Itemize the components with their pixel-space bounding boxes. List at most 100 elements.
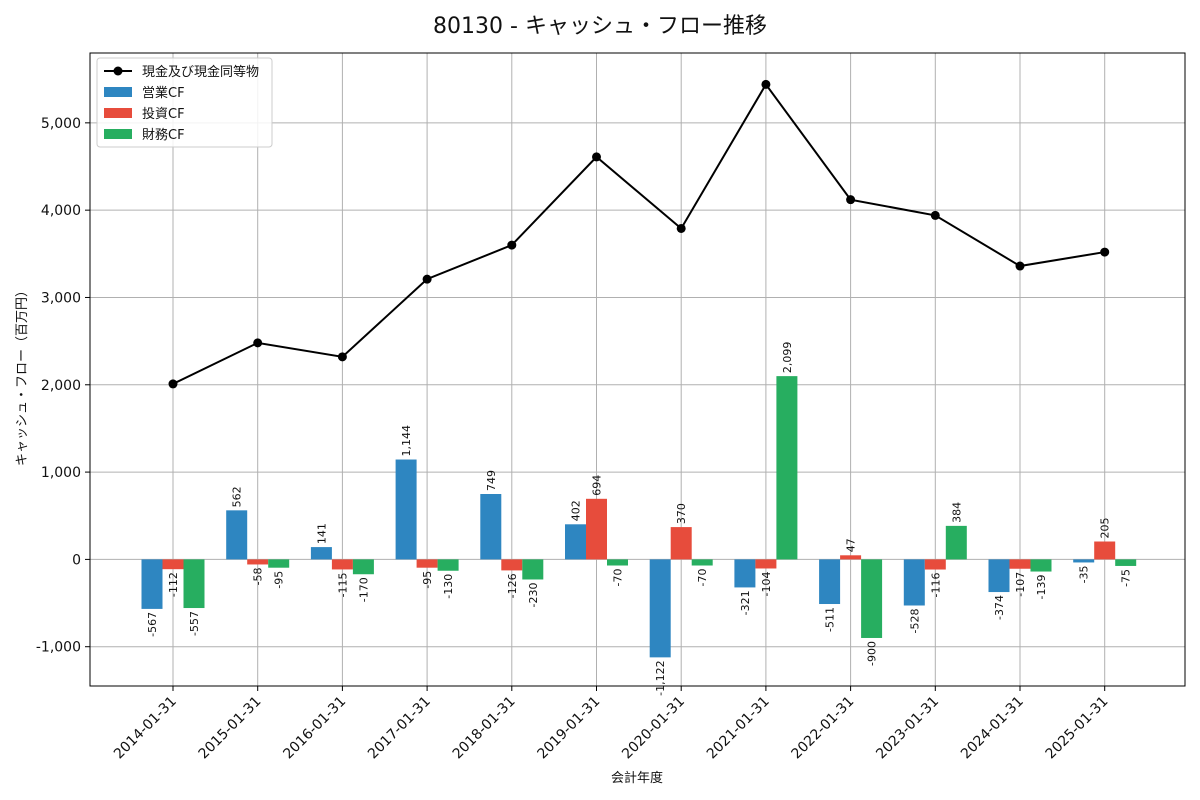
grid-layer bbox=[90, 53, 1185, 686]
bar-財務CF-2025-01-31 bbox=[1115, 559, 1137, 566]
x-tick-label: 2015-01-31 bbox=[196, 694, 265, 763]
x-tick-label: 2014-01-31 bbox=[111, 694, 180, 763]
bar-投資CF-2023-01-31 bbox=[924, 559, 946, 570]
cash-point-2018-01-31 bbox=[507, 240, 517, 250]
plot-frame bbox=[89, 52, 1186, 687]
cash-point-2025-01-31 bbox=[1100, 247, 1110, 257]
bar-value-label: 384 bbox=[950, 502, 963, 523]
bar-value-label: -900 bbox=[866, 641, 879, 666]
x-tick-label: 2020-01-31 bbox=[619, 694, 688, 763]
x-tick-label: 2021-01-31 bbox=[704, 694, 773, 763]
bar-投資CF-2021-01-31 bbox=[755, 559, 777, 569]
y-axis-label: キャッシュ・フロー（百万円） bbox=[15, 284, 30, 466]
bar-財務CF-2015-01-31 bbox=[268, 559, 290, 568]
y-tick-label: 4,000 bbox=[41, 203, 81, 219]
legend-box bbox=[96, 57, 273, 148]
y-tick-label: -1,000 bbox=[36, 640, 81, 656]
bar-value-label: -130 bbox=[442, 574, 455, 599]
bar-value-label: -321 bbox=[739, 590, 752, 615]
bar-営業CF-2015-01-31 bbox=[226, 510, 248, 560]
bar-営業CF-2016-01-31 bbox=[310, 547, 332, 560]
cash-line-layer bbox=[168, 79, 1110, 389]
legend-label: 財務CF bbox=[142, 128, 185, 143]
bar-value-label: -374 bbox=[993, 595, 1006, 620]
x-tick-label: 2023-01-31 bbox=[873, 694, 942, 763]
bar-value-label: -139 bbox=[1035, 575, 1048, 600]
bar-value-label: -1,122 bbox=[654, 660, 667, 695]
bar-value-label: 47 bbox=[845, 538, 858, 552]
legend-label: 現金及び現金同等物 bbox=[142, 64, 259, 80]
bar-営業CF-2014-01-31 bbox=[141, 559, 163, 609]
bar-投資CF-2014-01-31 bbox=[162, 559, 184, 570]
bar-value-label: 2,099 bbox=[781, 342, 794, 374]
bar-投資CF-2024-01-31 bbox=[1009, 559, 1031, 569]
cash-point-2020-01-31 bbox=[676, 223, 686, 233]
bar-財務CF-2023-01-31 bbox=[945, 525, 967, 560]
cash-point-2021-01-31 bbox=[761, 79, 771, 89]
bar-投資CF-2016-01-31 bbox=[331, 559, 353, 570]
bar-value-label: 402 bbox=[570, 500, 583, 521]
bar-投資CF-2015-01-31 bbox=[247, 559, 269, 565]
bar-財務CF-2022-01-31 bbox=[861, 559, 883, 638]
legend-bar-swatch bbox=[104, 87, 132, 97]
bar-value-label: -170 bbox=[357, 577, 370, 602]
bar-value-label: -35 bbox=[1078, 565, 1091, 583]
x-tick-label: 2016-01-31 bbox=[280, 694, 349, 763]
bar-value-label: -528 bbox=[908, 608, 921, 633]
bar-営業CF-2019-01-31 bbox=[565, 524, 586, 560]
bar-value-label: -95 bbox=[421, 571, 434, 589]
cash-point-2015-01-31 bbox=[253, 338, 263, 348]
x-tick-label: 2017-01-31 bbox=[365, 694, 434, 763]
bar-財務CF-2024-01-31 bbox=[1030, 559, 1052, 572]
bar-営業CF-2025-01-31 bbox=[1073, 559, 1095, 563]
legend-bar-swatch bbox=[104, 129, 132, 139]
bar-財務CF-2020-01-31 bbox=[691, 559, 713, 566]
y-tick-label: 3,000 bbox=[41, 290, 81, 306]
bar-営業CF-2022-01-31 bbox=[819, 559, 841, 605]
bar-投資CF-2017-01-31 bbox=[416, 559, 438, 568]
bars-layer bbox=[141, 376, 1137, 658]
x-tick-label: 2024-01-31 bbox=[958, 694, 1027, 763]
cash-point-2016-01-31 bbox=[337, 352, 347, 362]
bar-投資CF-2019-01-31 bbox=[586, 498, 607, 560]
bar-営業CF-2021-01-31 bbox=[734, 559, 756, 588]
bar-value-label: -70 bbox=[696, 569, 709, 587]
bar-財務CF-2018-01-31 bbox=[522, 559, 544, 580]
bar-財務CF-2014-01-31 bbox=[183, 559, 205, 609]
bar-value-label: 205 bbox=[1099, 518, 1112, 539]
bar-営業CF-2023-01-31 bbox=[903, 559, 925, 606]
legend-marker-swatch bbox=[113, 66, 123, 76]
chart-title: 80130 - キャッシュ・フロー推移 bbox=[433, 14, 767, 39]
y-tick-label: 1,000 bbox=[41, 465, 81, 481]
bar-財務CF-2016-01-31 bbox=[352, 559, 374, 575]
bar-value-label: -95 bbox=[273, 571, 286, 589]
bar-value-label: -116 bbox=[929, 573, 942, 598]
bar-営業CF-2017-01-31 bbox=[395, 459, 417, 560]
x-tick-label: 2025-01-31 bbox=[1043, 694, 1112, 763]
bar-value-label: -70 bbox=[612, 569, 625, 587]
y-tick-label: 5,000 bbox=[41, 116, 81, 132]
cash-line bbox=[172, 82, 1105, 385]
bar-value-label: -115 bbox=[336, 572, 349, 597]
bar-value-label: 1,144 bbox=[400, 425, 413, 457]
bar-投資CF-2020-01-31 bbox=[670, 527, 692, 560]
bar-財務CF-2019-01-31 bbox=[607, 559, 628, 566]
bar-財務CF-2021-01-31 bbox=[776, 376, 798, 560]
bar-value-label: -107 bbox=[1014, 572, 1027, 597]
bar-投資CF-2022-01-31 bbox=[840, 555, 862, 560]
bar-value-label: -230 bbox=[527, 582, 540, 607]
cash-point-2022-01-31 bbox=[846, 195, 856, 205]
x-axis-label: 会計年度 bbox=[611, 770, 663, 786]
y-axis: -1,000 0 1,000 2,000 3,000 4,000 5,000 bbox=[36, 116, 90, 656]
y-tick-label: 0 bbox=[72, 552, 81, 568]
bar-投資CF-2025-01-31 bbox=[1094, 541, 1116, 560]
x-tick-label: 2019-01-31 bbox=[534, 694, 603, 763]
bar-value-label: -511 bbox=[824, 607, 837, 632]
cash-point-2014-01-31 bbox=[168, 379, 178, 389]
legend-label: 投資CF bbox=[142, 106, 185, 122]
x-tick-label: 2022-01-31 bbox=[789, 694, 858, 763]
bar-営業CF-2024-01-31 bbox=[988, 559, 1010, 593]
bar-value-label: -112 bbox=[167, 572, 180, 597]
